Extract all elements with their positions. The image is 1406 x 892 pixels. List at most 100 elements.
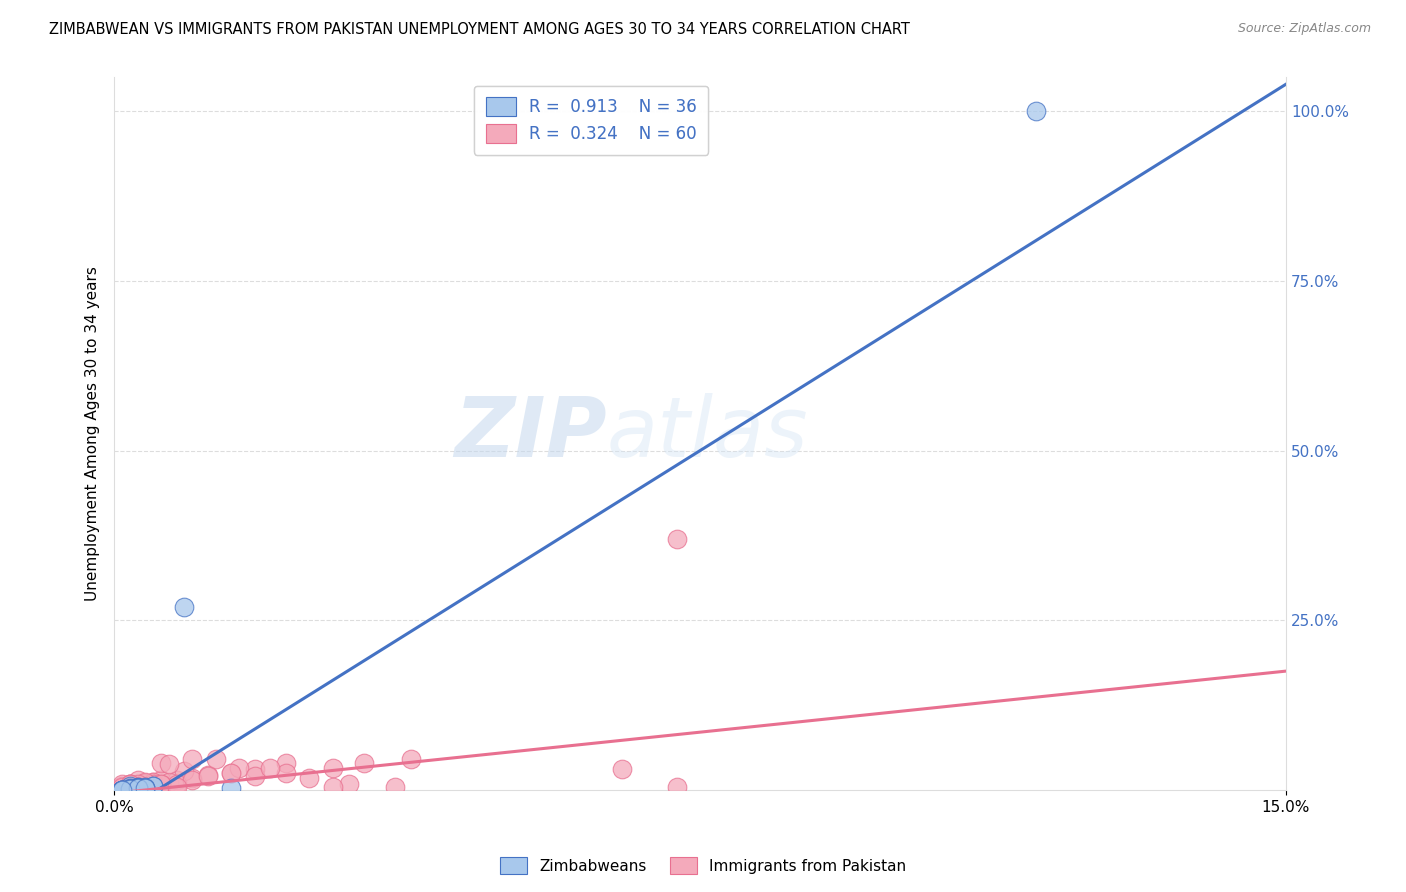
Point bbox=[134, 780, 156, 794]
Point bbox=[134, 776, 156, 790]
Y-axis label: Unemployment Among Ages 30 to 34 years: Unemployment Among Ages 30 to 34 years bbox=[86, 266, 100, 601]
Point bbox=[118, 782, 141, 797]
Point bbox=[181, 771, 204, 785]
Point bbox=[166, 777, 188, 791]
Point bbox=[157, 774, 180, 789]
Point bbox=[127, 780, 149, 794]
Point bbox=[127, 781, 149, 796]
Point bbox=[150, 756, 173, 770]
Point bbox=[118, 782, 141, 797]
Point bbox=[665, 780, 688, 794]
Point bbox=[221, 765, 243, 780]
Point bbox=[127, 780, 149, 794]
Point bbox=[610, 763, 633, 777]
Point bbox=[111, 782, 134, 797]
Text: ZIMBABWEAN VS IMMIGRANTS FROM PAKISTAN UNEMPLOYMENT AMONG AGES 30 TO 34 YEARS CO: ZIMBABWEAN VS IMMIGRANTS FROM PAKISTAN U… bbox=[49, 22, 910, 37]
Point bbox=[111, 782, 134, 797]
Point bbox=[157, 757, 180, 772]
Point bbox=[134, 780, 156, 795]
Point bbox=[111, 782, 134, 797]
Point bbox=[118, 780, 141, 794]
Point bbox=[399, 752, 422, 766]
Point bbox=[118, 782, 141, 797]
Point bbox=[118, 782, 141, 797]
Point bbox=[118, 781, 141, 796]
Text: Source: ZipAtlas.com: Source: ZipAtlas.com bbox=[1237, 22, 1371, 36]
Point bbox=[197, 769, 219, 783]
Point bbox=[197, 768, 219, 782]
Point bbox=[127, 781, 149, 796]
Point bbox=[111, 777, 134, 791]
Point bbox=[150, 777, 173, 791]
Legend: Zimbabweans, Immigrants from Pakistan: Zimbabweans, Immigrants from Pakistan bbox=[494, 851, 912, 880]
Point bbox=[142, 777, 165, 791]
Point bbox=[134, 774, 156, 789]
Point bbox=[181, 752, 204, 766]
Point bbox=[274, 765, 297, 780]
Point bbox=[127, 781, 149, 796]
Point bbox=[118, 777, 141, 791]
Point bbox=[127, 780, 149, 794]
Point bbox=[111, 780, 134, 794]
Point bbox=[111, 780, 134, 794]
Point bbox=[181, 772, 204, 787]
Point bbox=[118, 777, 141, 791]
Point bbox=[259, 761, 281, 775]
Text: atlas: atlas bbox=[606, 393, 808, 475]
Point bbox=[134, 780, 156, 794]
Point bbox=[118, 777, 141, 791]
Point bbox=[221, 765, 243, 780]
Point bbox=[118, 780, 141, 794]
Point bbox=[118, 780, 141, 794]
Point bbox=[221, 780, 243, 795]
Point bbox=[142, 780, 165, 794]
Point bbox=[127, 780, 149, 795]
Point bbox=[1025, 104, 1047, 119]
Point bbox=[127, 781, 149, 796]
Point bbox=[166, 772, 188, 787]
Point bbox=[142, 774, 165, 789]
Point bbox=[134, 776, 156, 790]
Point bbox=[142, 774, 165, 789]
Point bbox=[127, 781, 149, 796]
Point bbox=[134, 780, 156, 795]
Point bbox=[337, 777, 360, 791]
Point bbox=[142, 777, 165, 791]
Point bbox=[134, 780, 156, 794]
Point bbox=[127, 781, 149, 796]
Point bbox=[243, 763, 266, 777]
Point bbox=[111, 782, 134, 797]
Point bbox=[173, 764, 195, 778]
Point bbox=[322, 780, 344, 794]
Point bbox=[134, 780, 156, 795]
Point bbox=[204, 752, 226, 766]
Point bbox=[322, 761, 344, 775]
Point bbox=[384, 780, 406, 794]
Point bbox=[150, 777, 173, 791]
Point bbox=[166, 780, 188, 794]
Point bbox=[111, 782, 134, 797]
Point bbox=[127, 772, 149, 787]
Point bbox=[118, 782, 141, 797]
Point bbox=[127, 777, 149, 791]
Point bbox=[118, 780, 141, 794]
Point bbox=[142, 780, 165, 794]
Point bbox=[118, 782, 141, 797]
Point bbox=[111, 782, 134, 797]
Point bbox=[665, 532, 688, 546]
Point bbox=[353, 756, 375, 770]
Point bbox=[173, 599, 195, 614]
Point bbox=[118, 777, 141, 791]
Point bbox=[134, 776, 156, 790]
Point bbox=[228, 761, 250, 775]
Point bbox=[111, 782, 134, 797]
Point bbox=[298, 771, 321, 785]
Point bbox=[134, 780, 156, 795]
Point bbox=[127, 781, 149, 796]
Point bbox=[127, 780, 149, 795]
Legend: R =  0.913    N = 36, R =  0.324    N = 60: R = 0.913 N = 36, R = 0.324 N = 60 bbox=[474, 86, 709, 155]
Point bbox=[134, 780, 156, 795]
Text: ZIP: ZIP bbox=[454, 393, 606, 475]
Point bbox=[150, 772, 173, 787]
Point bbox=[127, 780, 149, 794]
